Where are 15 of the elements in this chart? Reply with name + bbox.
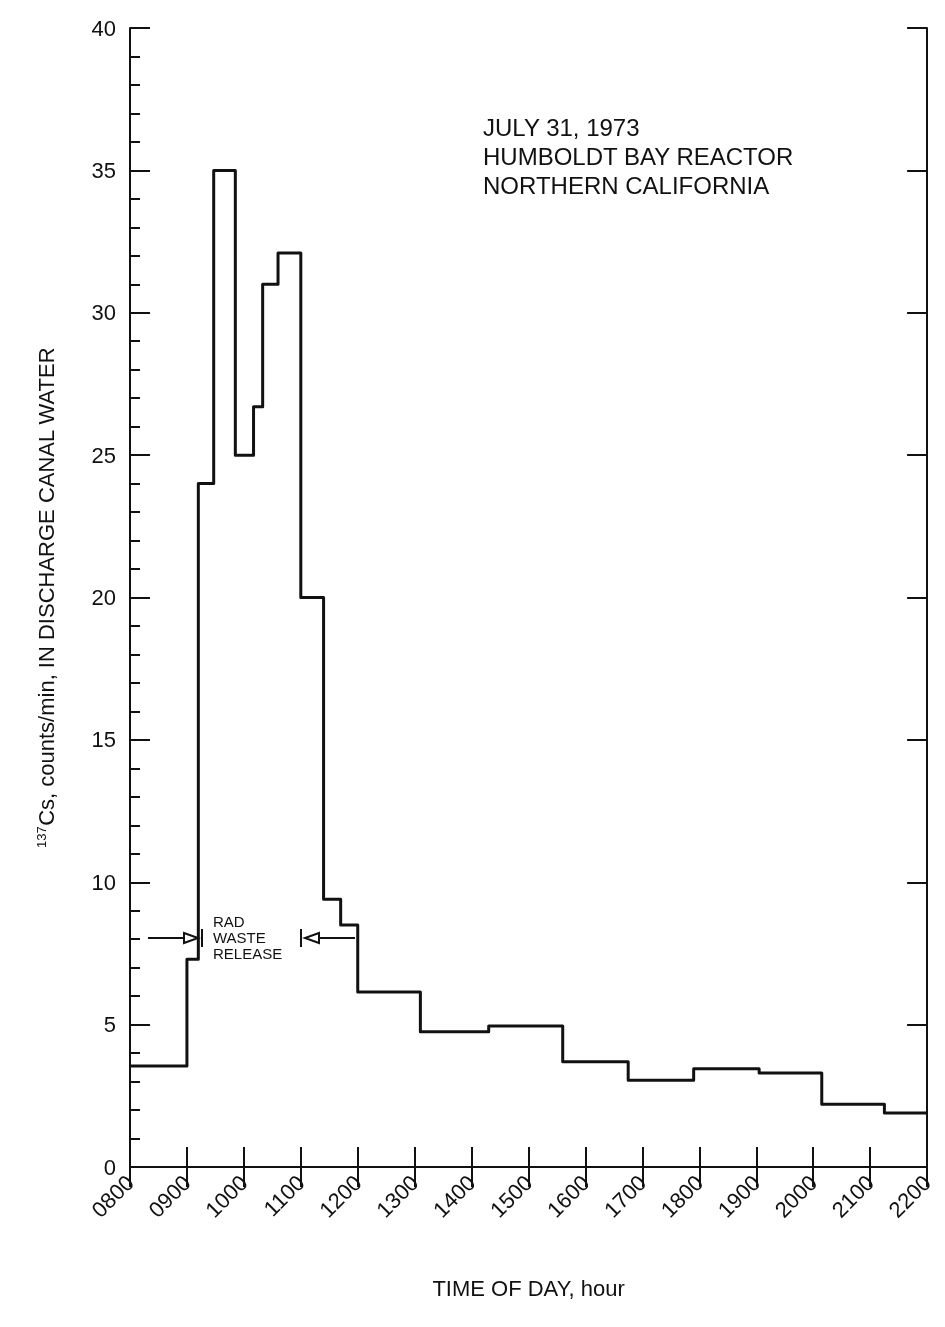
- y-tick-label: 30: [91, 300, 116, 326]
- y-tick-label: 0: [103, 1154, 116, 1180]
- y-tick-label: 10: [91, 869, 116, 895]
- annotation: HUMBOLDT BAY REACTOR: [483, 143, 794, 170]
- y-tick-label: 15: [91, 727, 116, 753]
- y-axis-title: 137Cs, counts/min, IN DISCHARGE CANAL WATER: [34, 347, 59, 848]
- y-tick-label: 20: [91, 585, 116, 610]
- annotation: NORTHERN CALIFORNIA: [483, 172, 770, 199]
- y-tick-label: 25: [91, 442, 116, 468]
- x-axis-title: TIME OF DAY, hour: [432, 1275, 625, 1301]
- annotation: JULY 31, 1973: [483, 114, 640, 141]
- y-tick-label: 40: [91, 15, 116, 41]
- annotation: RAD WASTE RELEASE: [213, 912, 283, 962]
- y-tick-label: 35: [91, 157, 116, 183]
- y-tick-label: 5: [103, 1012, 116, 1038]
